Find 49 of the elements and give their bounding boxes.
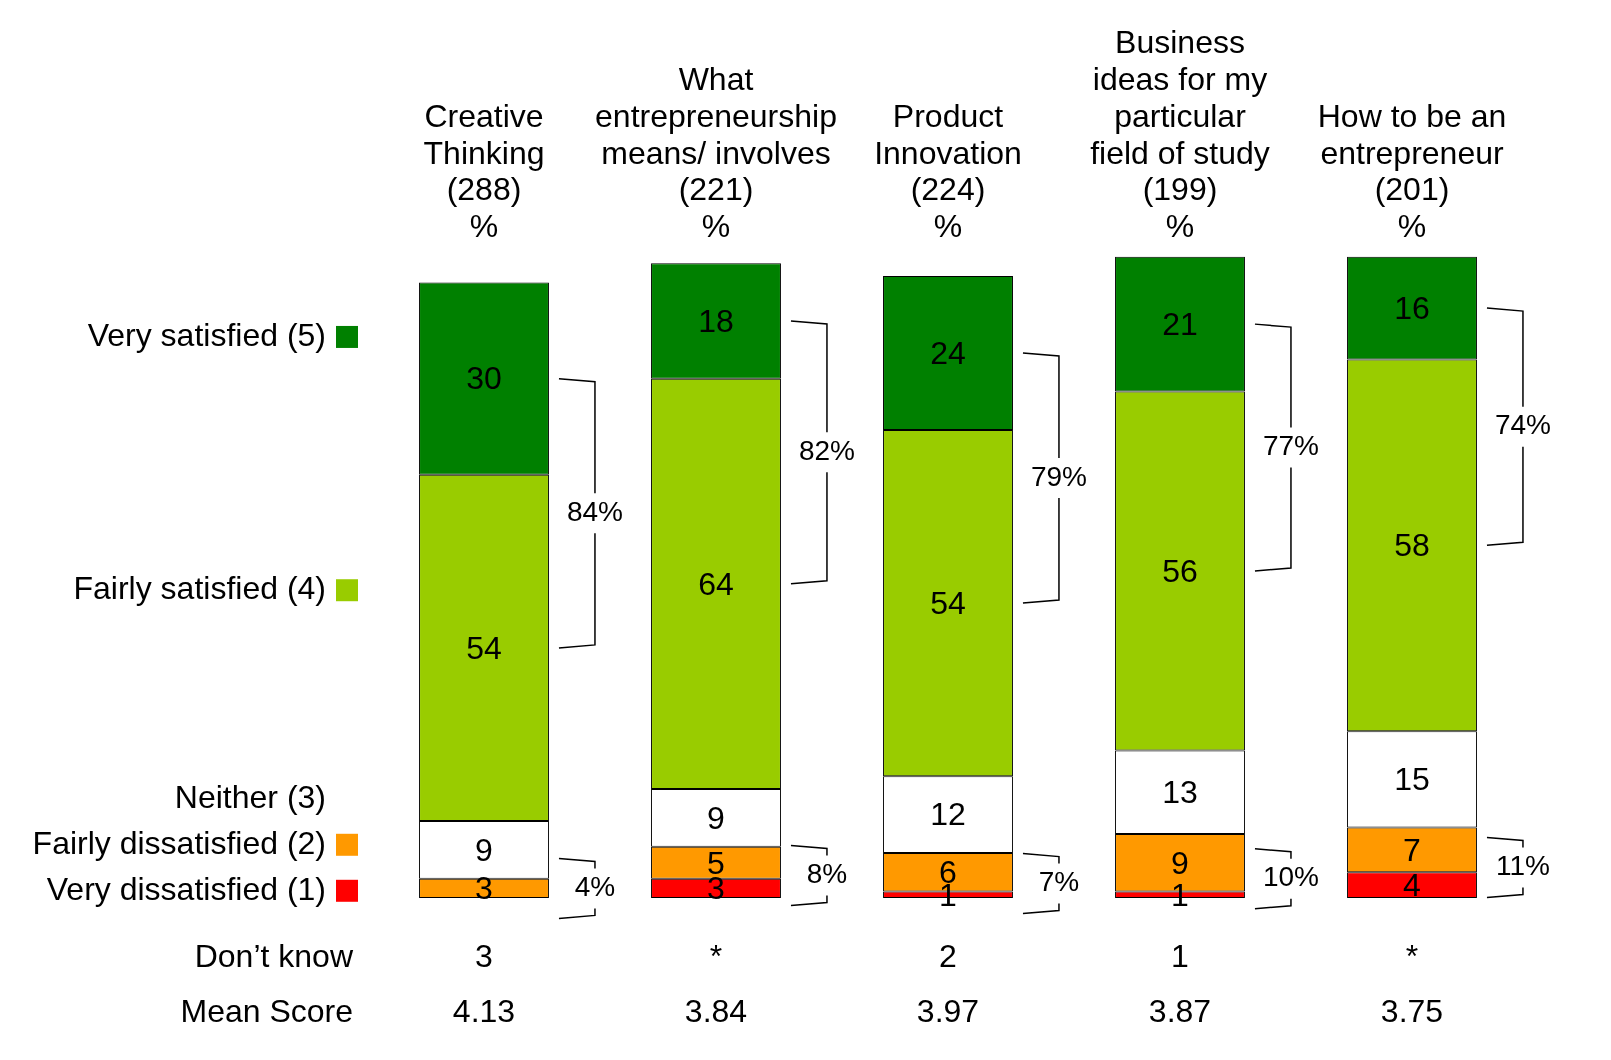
- x-tick-label: Creative Thinking (288) %: [423, 97, 545, 245]
- annotation: 77%: [1262, 430, 1319, 462]
- annotation: 7%: [1038, 866, 1080, 898]
- legend-label: Fairly satisfied (4): [73, 570, 326, 607]
- data-label: 24: [930, 334, 966, 371]
- data-label: 56: [1162, 552, 1198, 589]
- data-label: 21: [1162, 305, 1198, 342]
- text: 3.87: [1148, 992, 1212, 1029]
- annotation: 10%: [1262, 861, 1319, 893]
- text: Don’t know: [194, 937, 354, 974]
- data-label: 64: [698, 565, 734, 602]
- text: Mean Score: [180, 992, 353, 1029]
- text: Neither (3): [174, 778, 326, 815]
- text: 3.97: [916, 992, 980, 1029]
- annotation: 74%: [1494, 409, 1551, 441]
- text: *: [709, 937, 723, 974]
- text: 3.75: [1380, 992, 1444, 1029]
- x-tick-label: Business ideas for my particular field of study (199) %: [1090, 24, 1270, 245]
- legend-label: Fairly dissatisfied (2): [32, 824, 326, 861]
- legend-label: Very dissatisfied (1): [46, 870, 326, 907]
- data-label: 7: [1403, 831, 1421, 868]
- legend-label: Very satisfied (5): [87, 316, 326, 353]
- data-label: 15: [1394, 761, 1430, 798]
- data-label: 54: [466, 629, 502, 666]
- x-tick-label: What entrepreneurship means/ involves (221) %: [595, 61, 837, 245]
- text: 1: [1171, 937, 1189, 974]
- text: 3.84: [684, 992, 748, 1029]
- data-label: 30: [466, 360, 502, 397]
- text: 2: [939, 937, 957, 974]
- text: 3: [475, 937, 493, 974]
- x-tick-label: How to be an entrepreneur (201) %: [1317, 97, 1507, 245]
- data-label: 54: [930, 584, 966, 621]
- data-label: 16: [1394, 289, 1430, 326]
- data-label: 18: [698, 302, 734, 339]
- data-label: 58: [1394, 527, 1430, 564]
- data-label: 12: [930, 796, 966, 833]
- annotation: 11%: [1495, 850, 1550, 882]
- annotation: 8%: [806, 858, 848, 890]
- annotation: 82%: [798, 435, 855, 467]
- annotation: 79%: [1030, 460, 1087, 492]
- text: 4.13: [452, 992, 516, 1029]
- data-label: 13: [1162, 774, 1198, 811]
- annotation: 4%: [574, 871, 616, 903]
- data-label: 9: [475, 831, 493, 868]
- data-label: 4: [1403, 867, 1421, 903]
- data-label: 9: [707, 799, 725, 836]
- annotation: 84%: [566, 496, 623, 527]
- x-tick-label: Product Innovation (224) %: [874, 97, 1022, 245]
- text: *: [1405, 937, 1419, 974]
